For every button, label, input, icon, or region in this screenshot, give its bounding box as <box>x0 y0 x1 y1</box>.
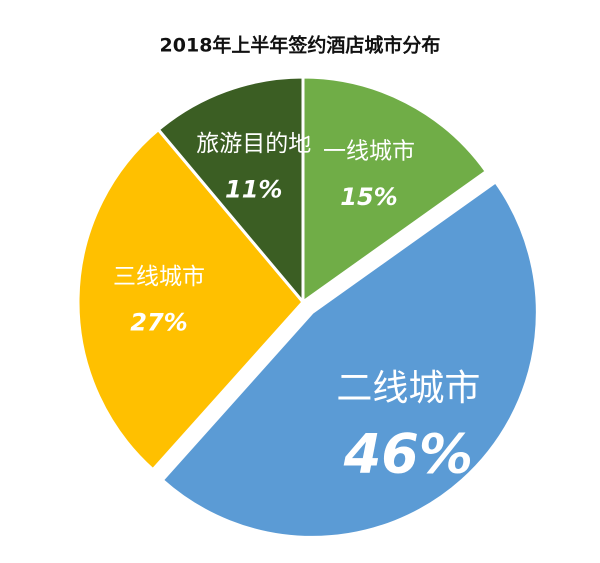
value-label: 11% <box>225 176 282 204</box>
pie-slice <box>160 179 539 539</box>
pie-slice <box>76 127 305 472</box>
value-label: 15% <box>340 183 397 211</box>
slice-label: 二线城市 <box>336 368 480 409</box>
value-label: 46% <box>343 422 473 485</box>
slice-label: 一线城市 <box>323 139 415 165</box>
slice-label: 旅游目的地 <box>196 131 311 157</box>
value-label: 27% <box>130 309 187 337</box>
chart-title: 2018年上半年签约酒店城市分布 <box>160 34 441 57</box>
pie-slice <box>301 75 489 305</box>
pie-slice <box>156 75 305 307</box>
slice-label: 三线城市 <box>113 264 205 290</box>
